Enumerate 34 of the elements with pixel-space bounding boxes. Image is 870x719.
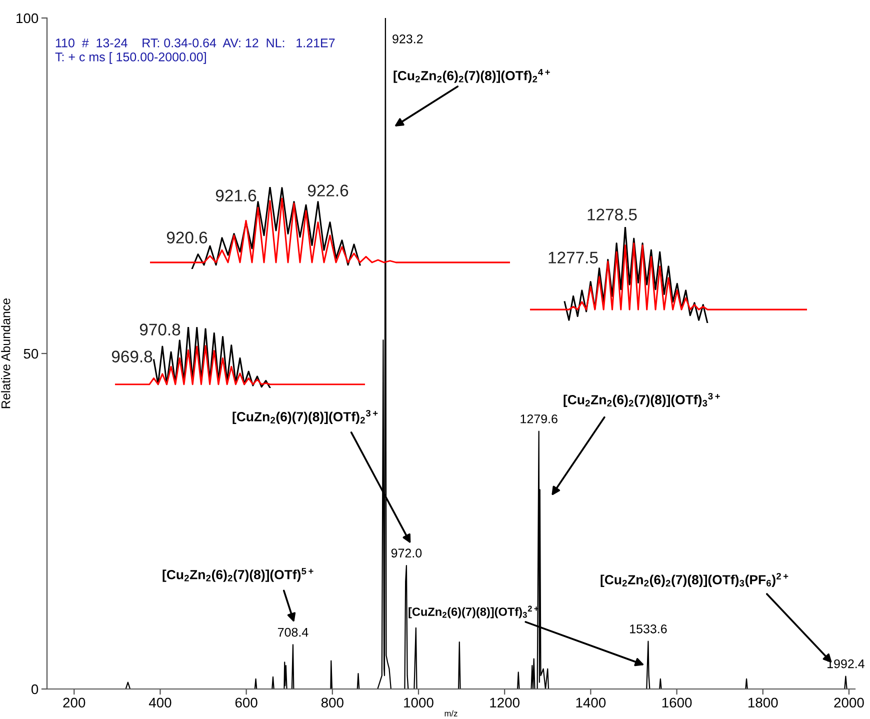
x-tick-label: 1800	[748, 698, 778, 708]
y-tick-label: 100	[16, 13, 38, 24]
annotation: 1277.5	[548, 252, 598, 264]
x-tick-label: 2000	[834, 698, 864, 708]
annotation: 922.6	[308, 184, 348, 196]
x-tick-label: 1200	[490, 698, 520, 708]
annotation: 921.6	[216, 190, 256, 202]
x-tick-label: 600	[235, 698, 258, 708]
y-tick-label: 50	[24, 348, 38, 359]
x-tick-label: 1600	[662, 698, 692, 708]
y-axis-title: Relative Abundance	[1, 298, 10, 408]
annotation: 972.0	[391, 548, 422, 558]
annotation: 923.2	[392, 34, 423, 44]
annotation: [CuZn$_{2}$(6)(7)(8)](OTf)$_{2}$$^{3+}$	[232, 410, 378, 424]
x-axis-title: m/z	[444, 710, 458, 716]
annotation: 708.4	[278, 628, 308, 637]
annotation: 1279.6	[520, 414, 558, 424]
x-tick-label: 200	[63, 698, 86, 708]
x-tick-label: 1000	[404, 698, 434, 708]
annotation: 110 # 13-24 RT: 0.34-0.64 AV: 12 NL: 1.21E7	[56, 38, 335, 48]
annotation: 970.8	[140, 324, 180, 336]
annotation: T: + c ms [ 150.00-2000.00]	[55, 52, 206, 64]
annotation: 1533.6	[630, 624, 667, 634]
annotation: 920.6	[166, 232, 208, 244]
x-tick-label: 800	[321, 698, 344, 708]
text: [Cu$_{2}$Zn$_{2}$(6)$_{2}$(7)(8)](OTf)$_{3}$(PF$_{6}$)$^{2+}$	[600, 572, 788, 588]
x-tick-label: 1400	[576, 698, 606, 708]
x-tick-label: 400	[148, 698, 172, 708]
text: [Cu$_{2}$Zn$_{2}$(6)$_{2}$(7)(8)](OTf)$_{2}$$^{4+}$	[394, 68, 550, 83]
text: [Cu$_{2}$Zn$_{2}$(6)$_{2}$(7)(8)](OTf)$_{3}$$^{3+}$	[564, 392, 720, 408]
annotation: 1278.5	[588, 208, 637, 220]
y-tick-label: 0	[31, 684, 38, 694]
annotation: 969.8	[112, 350, 152, 362]
annotation: [Cu$_{2}$Zn$_{2}$(6)$_{2}$(7)(8)](OTf)$^{5+}$	[162, 568, 314, 582]
